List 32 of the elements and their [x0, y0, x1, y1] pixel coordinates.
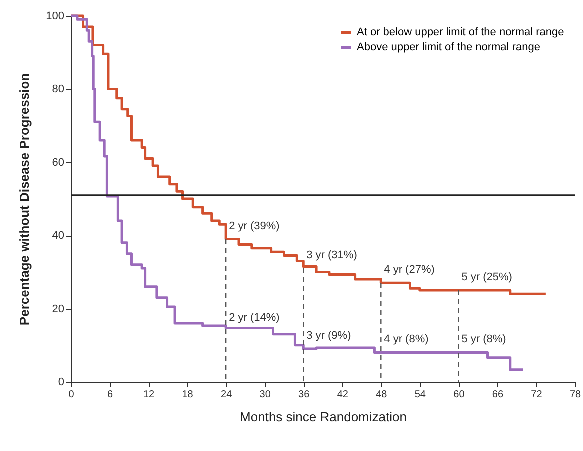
legend-label: Above upper limit of the normal range — [357, 42, 540, 54]
annotation: 3 yr (31%) — [306, 250, 358, 262]
annotation: 2 yr (39%) — [229, 220, 280, 232]
x-tick-label: 54 — [414, 390, 426, 400]
x-tick-label: 18 — [182, 390, 194, 400]
annotation: 5 yr (8%) — [462, 334, 506, 346]
x-tick-label: 0 — [68, 390, 75, 400]
x-tick-label: 24 — [221, 390, 233, 400]
annotation: 2 yr (14%) — [229, 312, 280, 324]
x-tick-label: 60 — [454, 390, 466, 400]
annotation: 4 yr (8%) — [384, 334, 429, 346]
y-tick-label: 20 — [52, 303, 64, 316]
x-axis-title: Months since Randomization — [240, 410, 407, 424]
y-tick-label: 100 — [46, 10, 64, 22]
y-tick-label: 80 — [52, 84, 64, 96]
x-tick-label: 72 — [531, 390, 543, 400]
x-tick-label: 78 — [570, 390, 582, 400]
y-tick-label: 0 — [58, 376, 64, 388]
x-tick-label: 6 — [107, 390, 114, 400]
legend-label: At or below upper limit of the normal range — [357, 26, 564, 38]
y-axis-title: Percentage without Disease Progression — [17, 73, 32, 326]
x-tick-label: 36 — [298, 390, 310, 400]
annotation: 4 yr (27%) — [384, 264, 435, 276]
x-tick-label: 66 — [492, 390, 504, 400]
annotation: 5 yr (25%) — [462, 272, 512, 284]
y-tick-label: 60 — [52, 156, 64, 169]
x-tick-label: 30 — [260, 390, 272, 400]
annotation: 3 yr (9%) — [306, 330, 352, 342]
x-tick-label: 42 — [337, 390, 349, 400]
x-tick-label: 48 — [376, 390, 388, 400]
y-tick-label: 40 — [52, 230, 64, 242]
x-tick-label: 12 — [143, 390, 156, 400]
